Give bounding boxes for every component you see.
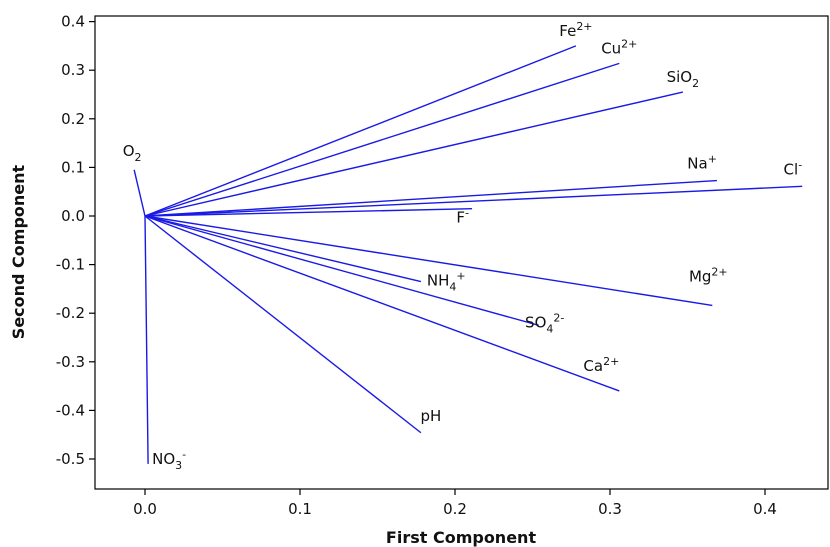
label-na: Na+ bbox=[687, 153, 717, 173]
label-no: NO3- bbox=[152, 448, 186, 472]
x-tick-label: 0.1 bbox=[288, 500, 312, 518]
label-f: F- bbox=[456, 207, 469, 227]
plot-frame bbox=[94, 15, 829, 490]
y-tick-label: -0.5 bbox=[56, 450, 85, 468]
y-tick-label: -0.4 bbox=[56, 401, 85, 419]
vector-cl bbox=[144, 185, 803, 217]
y-axis: 0.4 0.3 0.2 0.1 0.0 -0.1 -0.2 -0.3 -0.4 -0.5 bbox=[56, 13, 95, 468]
label-ca: Ca2+ bbox=[583, 355, 619, 375]
label-cu: Cu2+ bbox=[601, 37, 637, 57]
label-ph: pH bbox=[420, 407, 441, 425]
vector-sio bbox=[144, 91, 684, 217]
y-axis-title: Second Component bbox=[9, 164, 28, 339]
label-nh: NH4+ bbox=[427, 270, 466, 294]
vector-ph bbox=[144, 215, 422, 434]
variable-labels: Fe2+ Cu2+ SiO2 Na+ Cl- F- O2 NH4+ SO42- Mg2+ Ca2+ p… bbox=[123, 20, 802, 472]
y-tick-label: 0.0 bbox=[61, 207, 85, 225]
vector-fe bbox=[144, 45, 577, 217]
vector-no bbox=[144, 215, 149, 464]
vector-o bbox=[133, 169, 146, 217]
y-tick-label: -0.2 bbox=[56, 304, 85, 322]
y-tick-label: 0.1 bbox=[61, 158, 85, 176]
x-axis-title: First Component bbox=[386, 528, 537, 547]
vector-so bbox=[144, 215, 539, 327]
x-tick-label: 0.2 bbox=[443, 500, 467, 518]
vector-ca bbox=[144, 215, 620, 392]
loading-vectors bbox=[133, 45, 803, 464]
y-tick-label: -0.1 bbox=[56, 256, 85, 274]
label-sio: SiO2 bbox=[667, 68, 700, 90]
vector-cu bbox=[144, 62, 620, 217]
label-cl: Cl- bbox=[784, 158, 803, 178]
vector-mg bbox=[144, 215, 713, 307]
label-mg: Mg2+ bbox=[689, 265, 728, 285]
vector-nh bbox=[144, 215, 422, 283]
x-axis: 0.0 0.1 0.2 0.3 0.4 bbox=[133, 489, 777, 518]
label-so: SO42- bbox=[525, 311, 564, 335]
label-fe: Fe2+ bbox=[559, 20, 592, 40]
vector-na bbox=[144, 179, 717, 217]
x-tick-label: 0.3 bbox=[598, 500, 622, 518]
y-tick-label: 0.4 bbox=[61, 13, 85, 31]
vector-f bbox=[144, 208, 473, 217]
y-tick-label: 0.3 bbox=[61, 61, 85, 79]
y-tick-label: -0.3 bbox=[56, 353, 85, 371]
y-tick-label: 0.2 bbox=[61, 110, 85, 128]
x-tick-label: 0.4 bbox=[753, 500, 777, 518]
label-o: O2 bbox=[123, 142, 142, 164]
x-tick-label: 0.0 bbox=[133, 500, 157, 518]
